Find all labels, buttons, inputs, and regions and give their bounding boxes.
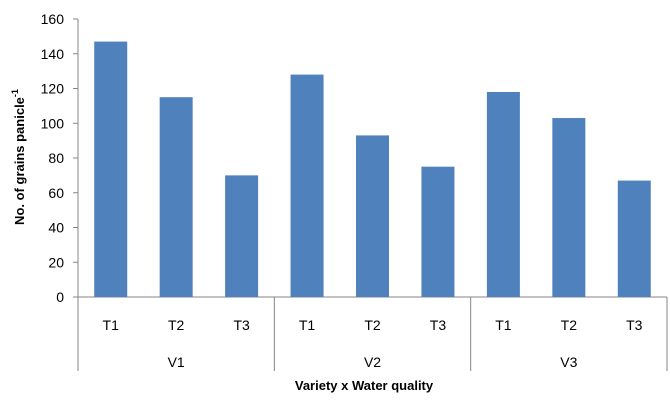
y-tick-label-2: 40 xyxy=(48,220,64,236)
y-axis-title-main: No. of grains panicle xyxy=(12,97,27,225)
x-tick-label-6: T1 xyxy=(495,317,512,333)
bar-v2-t3 xyxy=(421,166,455,297)
group-label-v2: V2 xyxy=(364,354,381,370)
x-tick-label-5: T3 xyxy=(430,317,447,333)
x-tick-label-1: T2 xyxy=(168,317,185,333)
y-axis-title-superscript: -1 xyxy=(10,89,20,97)
group-label-v3: V3 xyxy=(560,354,577,370)
x-tick-label-7: T2 xyxy=(561,317,578,333)
x-tick-label-4: T2 xyxy=(364,317,381,333)
bar-v3-t1 xyxy=(486,91,520,297)
x-axis-title: Variety x Water quality xyxy=(295,378,434,393)
bar-series xyxy=(94,41,651,298)
bar-v3-t2 xyxy=(552,118,586,297)
y-tick-label-5: 100 xyxy=(41,115,65,131)
y-axis-title: No. of grains panicle-1 xyxy=(10,89,27,225)
bar-v1-t1 xyxy=(94,41,128,298)
y-tick-label-4: 80 xyxy=(48,150,64,166)
x-tick-label-8: T3 xyxy=(626,317,643,333)
bar-v3-t3 xyxy=(617,180,651,297)
group-label-v1: V1 xyxy=(168,354,185,370)
y-tick-label-8: 160 xyxy=(41,11,65,27)
bar-v2-t2 xyxy=(356,135,389,297)
y-tick-label-3: 60 xyxy=(48,185,64,201)
y-tick-label-0: 0 xyxy=(56,289,64,305)
bar-v1-t2 xyxy=(159,97,193,297)
x-tick-label-0: T1 xyxy=(103,317,120,333)
y-tick-label-7: 140 xyxy=(41,46,65,62)
x-tick-label-2: T3 xyxy=(233,317,250,333)
bar-v2-t1 xyxy=(290,74,324,297)
x-axis-groups: V1 V2 V3 xyxy=(77,297,668,371)
y-axis-ticks: 0 20 40 60 80 100 120 140 160 xyxy=(41,11,78,305)
bar-v1-t3 xyxy=(225,175,259,297)
y-tick-label-6: 120 xyxy=(41,81,65,97)
x-tick-label-3: T1 xyxy=(299,317,316,333)
y-tick-label-1: 20 xyxy=(48,254,64,270)
x-axis-ticks: T1 T2 T3 T1 T2 T3 T1 T2 T3 xyxy=(103,317,643,333)
